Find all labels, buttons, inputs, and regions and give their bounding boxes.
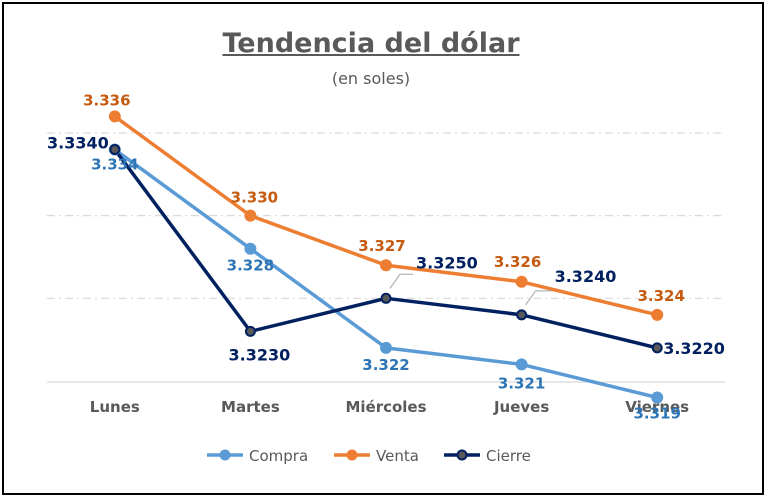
data-point <box>244 242 257 255</box>
legend-label: Compra <box>249 447 308 465</box>
data-label: 3.3250 <box>416 253 478 272</box>
leader-line <box>525 290 552 306</box>
data-label: 3.324 <box>637 287 684 305</box>
data-label: 3.327 <box>358 237 405 255</box>
legend-marker <box>346 449 358 461</box>
x-tick-label: Martes <box>221 398 280 416</box>
data-point <box>515 358 528 371</box>
x-tick-label: Viernes <box>625 398 689 416</box>
chart-subtitle: (en soles) <box>331 69 411 88</box>
data-label: 3.3230 <box>229 345 291 364</box>
legend-marker <box>219 449 231 461</box>
x-tick-label: Miércoles <box>345 398 426 416</box>
data-label: 3.322 <box>362 356 409 374</box>
data-point <box>651 342 663 354</box>
data-label: 3.326 <box>494 253 541 271</box>
data-point <box>515 275 528 288</box>
data-point <box>516 309 528 321</box>
data-point <box>108 110 121 123</box>
data-point <box>244 325 256 337</box>
data-point <box>380 259 392 272</box>
data-label: 3.3220 <box>663 339 725 358</box>
data-label: 3.328 <box>227 257 274 275</box>
data-point <box>651 308 664 321</box>
line-chart: Lunes Martes Miércoles Jueves Viernes 3.334 3.… <box>47 91 725 465</box>
x-tick-label: Lunes <box>90 398 140 416</box>
data-label: 3.319 <box>633 405 680 423</box>
data-label: 3.330 <box>231 189 278 207</box>
data-point <box>651 391 664 404</box>
x-tick-label: Jueves <box>493 398 549 416</box>
data-label: 3.321 <box>498 374 545 392</box>
data-label: 3.3340 <box>47 134 109 153</box>
data-label: 3.334 <box>91 156 138 174</box>
data-label: 3.3240 <box>555 267 617 286</box>
legend-label: Venta <box>376 447 419 465</box>
data-point <box>109 144 121 155</box>
data-point <box>380 341 392 354</box>
leader-line <box>389 273 413 289</box>
legend-marker <box>456 449 468 461</box>
data-point <box>380 292 392 304</box>
data-label: 3.336 <box>83 91 130 109</box>
data-point <box>244 209 257 222</box>
chart-title: Tendencia del dólar <box>222 28 520 59</box>
legend-label: Cierre <box>486 447 531 465</box>
